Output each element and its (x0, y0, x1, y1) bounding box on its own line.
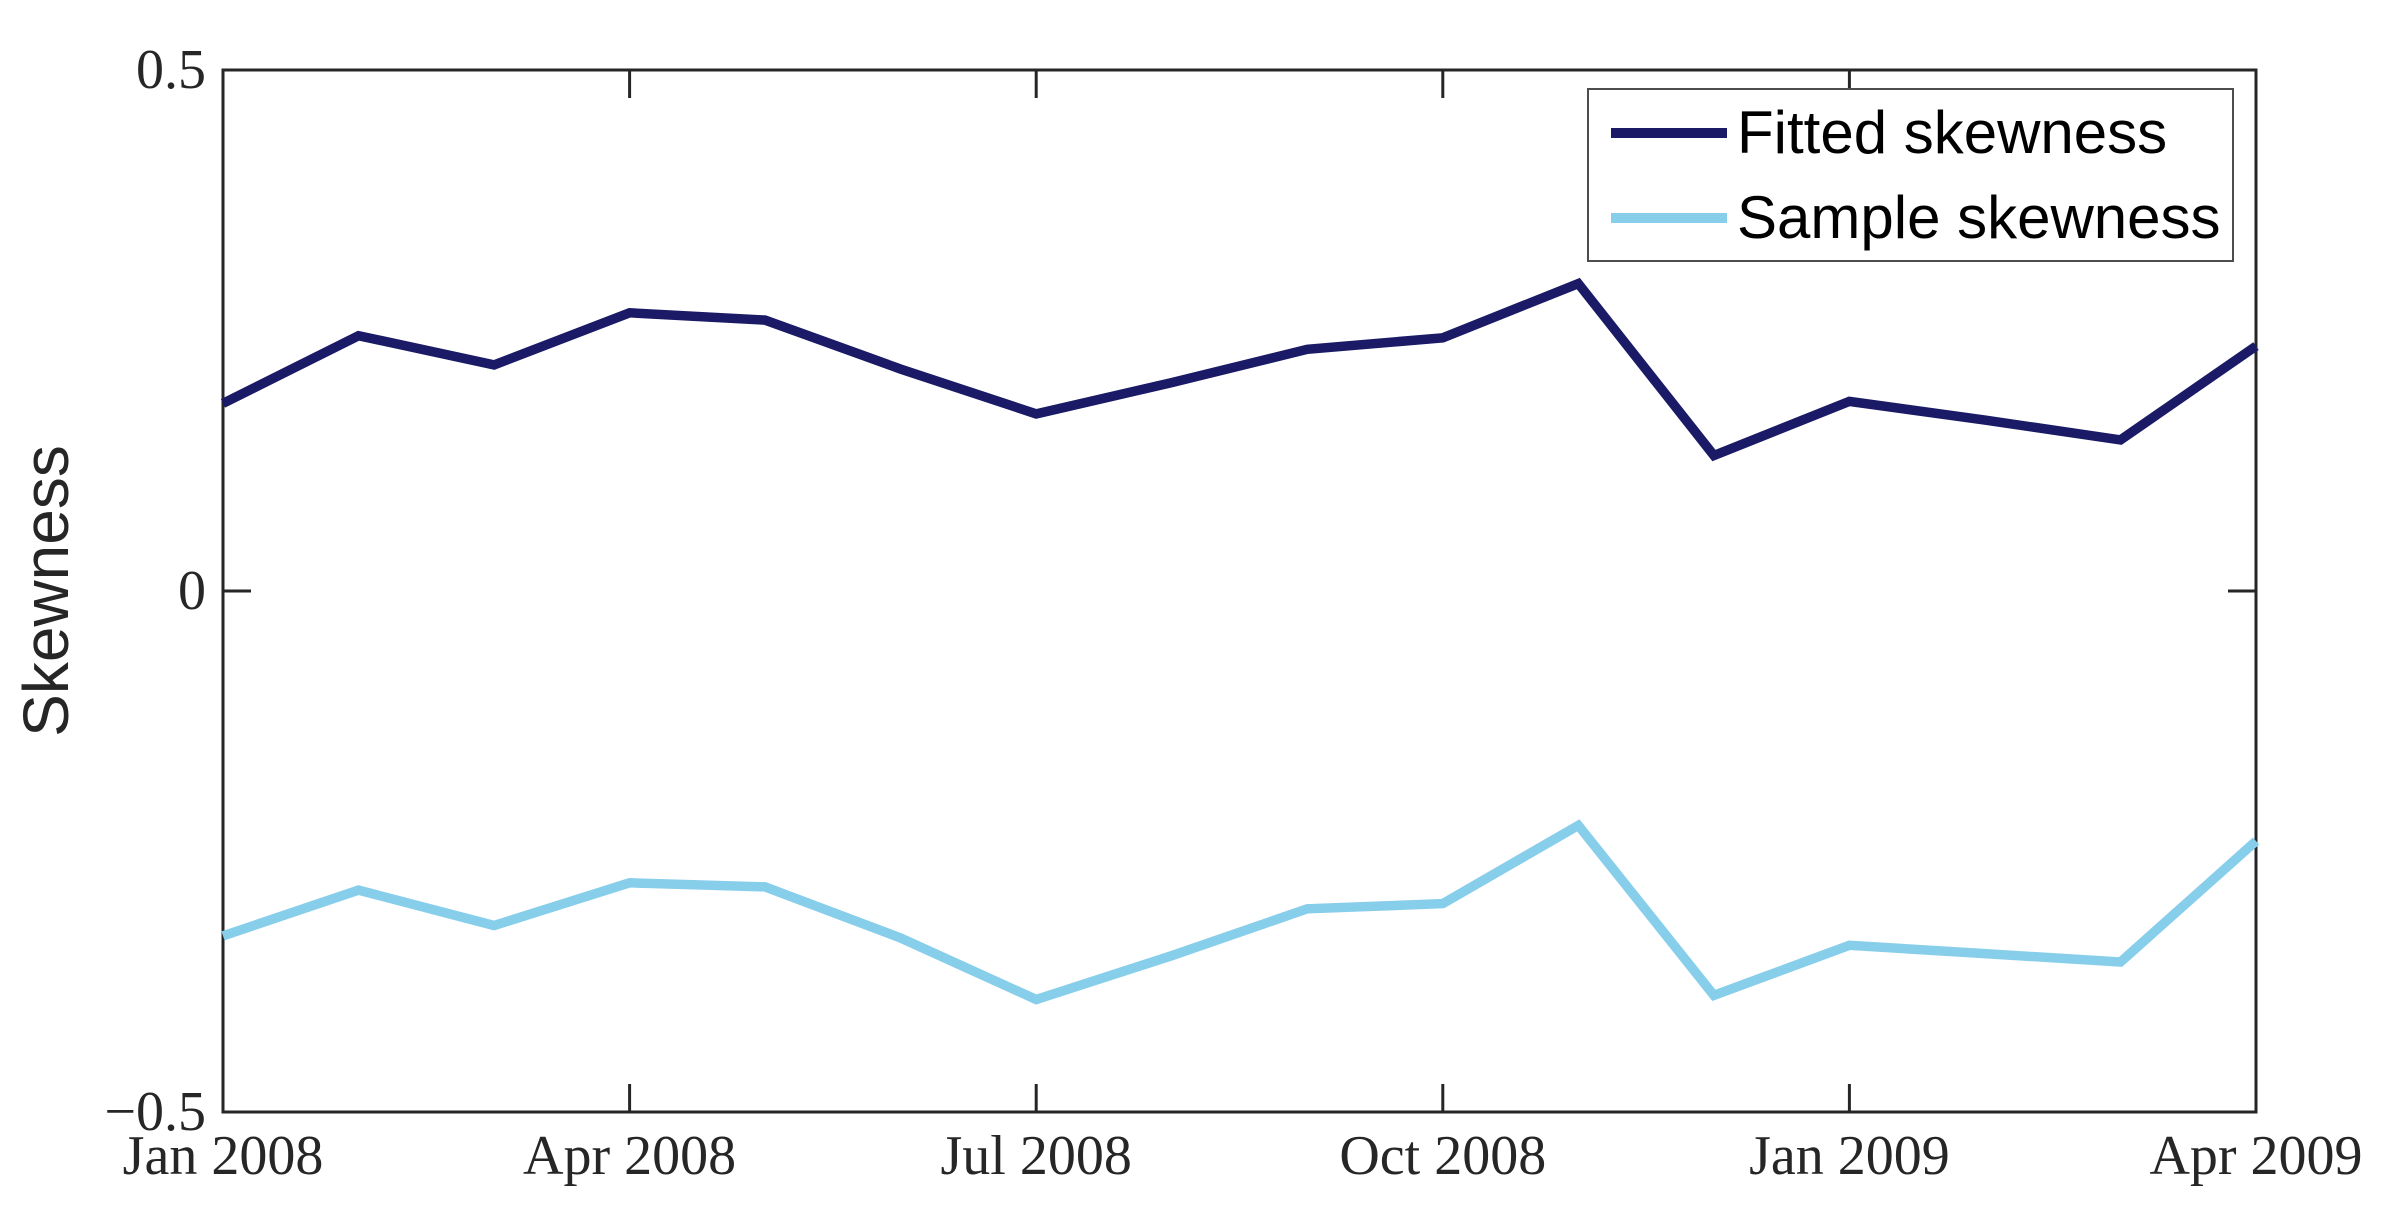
y-tick-label: −0.5 (104, 1081, 206, 1143)
legend: Fitted skewness Sample skewness (1587, 88, 2234, 262)
y-tick-label: 0.5 (136, 39, 206, 101)
legend-item-fitted: Fitted skewness (1611, 93, 2232, 173)
x-tick-label: Oct 2008 (1339, 1125, 1547, 1187)
x-tick-label: Jan 2009 (1749, 1125, 1950, 1187)
x-tick-label: Apr 2008 (523, 1125, 737, 1187)
legend-item-sample: Sample skewness (1611, 178, 2232, 258)
legend-label-fitted: Fitted skewness (1737, 99, 2168, 166)
x-tick-label: Apr 2009 (2149, 1125, 2363, 1187)
x-tick-label: Jul 2008 (940, 1125, 1132, 1187)
legend-label-sample: Sample skewness (1737, 184, 2221, 251)
y-tick-label: 0 (178, 560, 206, 622)
x-tick-label: Jan 2008 (122, 1125, 324, 1187)
legend-line-swatch-fitted (1611, 127, 1727, 138)
legend-line-swatch-sample (1611, 212, 1727, 223)
